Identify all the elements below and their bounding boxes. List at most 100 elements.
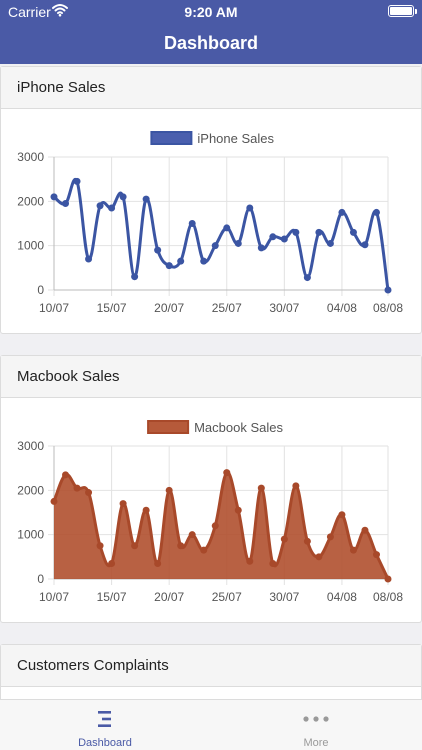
data-point[interactable]: [326, 533, 334, 541]
data-point[interactable]: [73, 177, 81, 185]
data-point[interactable]: [62, 200, 70, 208]
data-point[interactable]: [177, 542, 185, 550]
tab-more[interactable]: More: [236, 700, 396, 750]
data-point[interactable]: [154, 246, 162, 254]
y-tick-label: 3000: [17, 439, 44, 453]
x-tick-label: 20/07: [154, 301, 184, 315]
data-point[interactable]: [211, 522, 219, 530]
data-point[interactable]: [154, 559, 162, 567]
data-point[interactable]: [85, 255, 93, 263]
data-point[interactable]: [361, 526, 369, 534]
data-point[interactable]: [246, 557, 254, 565]
customers-complaints-title: Customers Complaints: [1, 645, 421, 687]
data-point[interactable]: [280, 535, 288, 543]
data-point[interactable]: [280, 235, 288, 243]
data-point[interactable]: [234, 506, 242, 514]
data-point[interactable]: [200, 257, 208, 265]
tab-dashboard[interactable]: Dashboard: [25, 700, 185, 750]
data-point[interactable]: [73, 484, 81, 492]
x-tick-label: 10/07: [39, 590, 69, 604]
data-point[interactable]: [246, 204, 254, 212]
battery-icon: [388, 5, 417, 17]
data-point[interactable]: [223, 224, 231, 232]
more-dots-icon: [303, 716, 329, 722]
data-point[interactable]: [50, 497, 58, 505]
x-tick-label: 08/08: [373, 590, 403, 604]
series-area: [54, 472, 388, 579]
data-point[interactable]: [292, 482, 300, 490]
data-point[interactable]: [211, 242, 219, 250]
data-point[interactable]: [269, 559, 277, 567]
data-point[interactable]: [292, 228, 300, 236]
data-point[interactable]: [96, 542, 104, 550]
data-point[interactable]: [349, 228, 357, 236]
series-line: [53, 177, 390, 291]
x-tick-label: 04/08: [327, 590, 357, 604]
y-tick-label: 3000: [17, 150, 44, 164]
y-tick-label: 1000: [17, 239, 44, 253]
bar-list-icon: [98, 711, 111, 727]
status-bar: Carrier 9:20 AM: [0, 0, 422, 22]
data-point[interactable]: [257, 484, 265, 492]
x-tick-label: 08/08: [373, 301, 403, 315]
data-point[interactable]: [372, 208, 380, 216]
tab-dashboard-label: Dashboard: [78, 737, 132, 749]
data-point[interactable]: [188, 531, 196, 539]
x-tick-label: 10/07: [39, 301, 69, 315]
data-point[interactable]: [384, 286, 392, 294]
carrier-label: Carrier: [8, 4, 51, 20]
macbook-sales-title: Macbook Sales: [1, 356, 421, 398]
data-point[interactable]: [62, 471, 70, 479]
legend-label: Macbook Sales: [194, 420, 283, 435]
data-point[interactable]: [361, 241, 369, 249]
wifi-icon: [52, 4, 68, 17]
data-point[interactable]: [142, 195, 150, 203]
data-point[interactable]: [188, 220, 196, 227]
data-point[interactable]: [131, 273, 139, 281]
data-point[interactable]: [372, 551, 380, 559]
y-tick-label: 0: [37, 572, 44, 586]
data-point[interactable]: [177, 257, 185, 265]
data-point[interactable]: [326, 239, 334, 247]
data-point[interactable]: [223, 469, 231, 477]
data-point[interactable]: [234, 239, 242, 247]
data-point[interactable]: [119, 193, 127, 201]
data-point[interactable]: [269, 233, 277, 241]
tab-more-label: More: [303, 737, 329, 749]
data-point[interactable]: [349, 546, 357, 554]
data-point[interactable]: [338, 511, 346, 519]
data-point[interactable]: [257, 244, 265, 252]
data-point[interactable]: [165, 262, 173, 270]
data-point[interactable]: [85, 489, 93, 497]
y-tick-label: 2000: [17, 194, 44, 208]
data-point[interactable]: [384, 575, 392, 583]
data-point[interactable]: [315, 553, 323, 561]
data-point[interactable]: [315, 228, 323, 236]
data-point[interactable]: [119, 500, 127, 508]
nav-title: Dashboard: [0, 22, 422, 64]
data-point[interactable]: [131, 542, 139, 550]
legend-label: iPhone Sales: [197, 131, 274, 146]
tab-bar: Dashboard More: [0, 699, 422, 750]
x-tick-label: 04/08: [327, 301, 357, 315]
x-tick-label: 20/07: [154, 590, 184, 604]
data-point[interactable]: [200, 546, 208, 554]
x-tick-label: 30/07: [269, 301, 299, 315]
macbook-sales-chart: 0 1000 2000 3000 10/07 15/07 20/07 25/07 30/07 04…: [1, 398, 421, 622]
y-tick-label: 1000: [17, 528, 44, 542]
data-point[interactable]: [96, 202, 104, 210]
chart-svg: 0 1000 2000 3000 10/07 15/07 20/07 25/07 30/07 04…: [17, 131, 403, 315]
y-tick-label: 2000: [17, 483, 44, 497]
data-point[interactable]: [142, 506, 150, 514]
legend-swatch: [147, 420, 190, 434]
data-point[interactable]: [108, 204, 116, 212]
data-point[interactable]: [303, 274, 311, 282]
data-point[interactable]: [165, 486, 173, 494]
data-point[interactable]: [303, 537, 311, 545]
data-point[interactable]: [108, 559, 116, 567]
y-tick-label: 0: [37, 283, 44, 297]
data-point[interactable]: [50, 193, 58, 201]
x-tick-label: 15/07: [97, 301, 127, 315]
macbook-sales-card: Macbook Sales 0 1000 2000 3000 10/07 15/07 20/…: [0, 355, 422, 623]
data-point[interactable]: [338, 208, 346, 216]
